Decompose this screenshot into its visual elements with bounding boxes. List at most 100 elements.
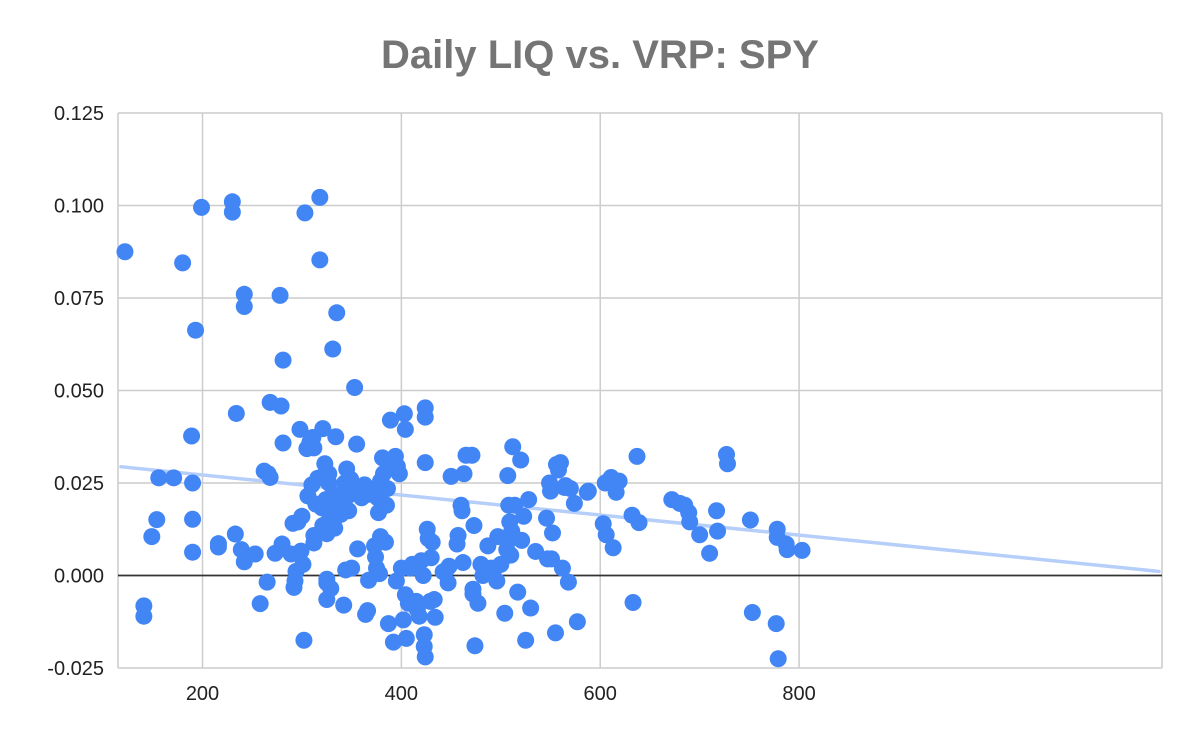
- data-point: [184, 474, 202, 492]
- data-point: [551, 454, 569, 472]
- data-point: [513, 531, 531, 549]
- y-tick-label: 0.000: [54, 566, 104, 588]
- data-point: [544, 524, 562, 542]
- data-point: [295, 631, 313, 649]
- data-point: [174, 254, 192, 272]
- y-tick-label: 0.075: [54, 288, 104, 310]
- data-point: [453, 502, 471, 520]
- data-point: [395, 405, 413, 423]
- data-point: [324, 340, 342, 358]
- data-point: [793, 541, 811, 559]
- data-point: [416, 408, 434, 426]
- data-point: [538, 509, 556, 527]
- data-point: [542, 482, 560, 500]
- data-point: [423, 533, 441, 551]
- data-point: [274, 351, 292, 369]
- data-point: [384, 633, 402, 651]
- data-point: [235, 298, 253, 316]
- data-point: [610, 472, 628, 490]
- data-point: [701, 544, 719, 562]
- data-point: [135, 607, 153, 625]
- data-point: [340, 502, 358, 520]
- data-point: [515, 507, 533, 525]
- data-point: [426, 608, 444, 626]
- data-point: [442, 467, 460, 485]
- data-point: [293, 507, 311, 525]
- data-point: [489, 528, 507, 546]
- data-point: [378, 480, 396, 498]
- data-point: [272, 397, 290, 415]
- data-point: [455, 465, 473, 483]
- data-point: [466, 637, 484, 655]
- data-point: [561, 480, 579, 498]
- data-point: [226, 525, 244, 543]
- data-point: [328, 304, 346, 322]
- x-tick-label: 800: [782, 683, 815, 705]
- data-point: [274, 434, 292, 452]
- data-point: [311, 251, 329, 269]
- data-point-layer: [116, 188, 811, 668]
- y-tick-label: 0.050: [54, 381, 104, 403]
- data-point: [359, 602, 377, 620]
- data-point: [305, 439, 323, 457]
- data-point: [681, 513, 699, 531]
- data-point: [454, 554, 472, 572]
- data-point: [346, 379, 364, 397]
- data-point: [502, 546, 520, 564]
- data-point: [150, 469, 168, 487]
- data-point: [439, 574, 457, 592]
- data-point: [463, 446, 481, 464]
- data-point: [449, 527, 467, 545]
- data-point: [568, 613, 586, 631]
- data-point: [322, 579, 340, 597]
- data-point: [296, 204, 314, 222]
- data-point: [305, 534, 323, 552]
- data-point: [326, 519, 344, 537]
- x-tick-label: 600: [584, 683, 617, 705]
- data-point: [691, 526, 709, 544]
- data-point: [223, 203, 241, 221]
- data-point: [148, 511, 166, 529]
- data-point: [165, 469, 183, 487]
- data-point: [440, 557, 458, 575]
- data-point: [718, 455, 736, 473]
- data-point: [184, 543, 202, 561]
- data-point: [390, 465, 408, 483]
- data-point: [522, 599, 540, 617]
- data-point: [335, 596, 353, 614]
- data-point: [387, 572, 405, 590]
- data-point: [559, 573, 577, 591]
- data-point: [397, 629, 415, 647]
- data-point: [628, 447, 646, 465]
- data-point: [416, 454, 434, 472]
- data-point: [624, 594, 642, 612]
- data-point: [415, 626, 433, 644]
- data-point: [767, 615, 785, 633]
- data-point: [183, 427, 201, 445]
- data-point: [376, 533, 394, 551]
- data-point: [209, 538, 227, 556]
- data-point: [520, 491, 538, 509]
- data-point: [116, 243, 134, 261]
- data-point: [709, 522, 727, 540]
- data-point: [630, 514, 648, 532]
- data-point: [246, 545, 264, 563]
- data-point: [379, 615, 397, 633]
- data-point: [314, 420, 332, 438]
- data-point: [184, 510, 202, 528]
- data-point: [271, 286, 289, 304]
- data-point: [597, 526, 615, 544]
- data-point: [349, 540, 367, 558]
- data-point: [499, 467, 517, 485]
- data-point: [512, 451, 530, 469]
- data-point: [291, 420, 309, 438]
- data-point: [193, 198, 211, 216]
- data-point: [769, 650, 787, 668]
- x-tick-label: 200: [186, 683, 219, 705]
- data-point: [261, 468, 279, 486]
- data-point: [294, 555, 312, 573]
- y-tick-label: 0.125: [54, 103, 104, 125]
- data-point: [394, 611, 412, 629]
- data-point: [414, 567, 432, 584]
- data-point: [416, 648, 434, 666]
